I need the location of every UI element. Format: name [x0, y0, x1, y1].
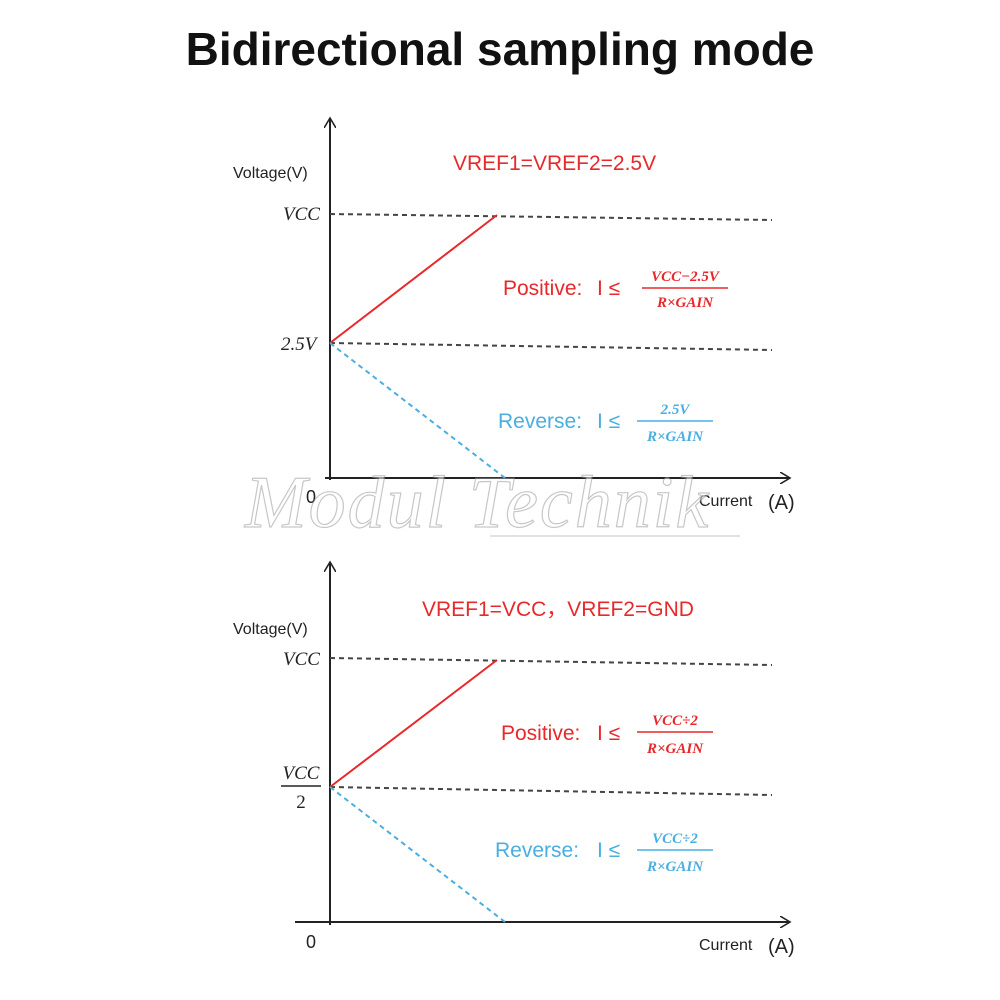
tick-mid: 2.5V	[281, 334, 319, 355]
reverse-line	[329, 786, 506, 923]
panel-2: Voltage(V) VCC VCC 2 0 Current (A) VREF1…	[233, 545, 795, 958]
x-axis-unit: (A)	[768, 492, 795, 514]
positive-line	[329, 214, 498, 344]
positive-line	[329, 659, 498, 788]
svg-text:Modul Technik: Modul Technik	[244, 462, 710, 544]
positive-denominator: R×GAIN	[646, 741, 704, 757]
y-axis-label: Voltage(V)	[233, 165, 308, 182]
positive-denominator: R×GAIN	[656, 295, 714, 311]
tick-mid-denominator: 2	[296, 792, 306, 813]
x-axis-label: Current	[699, 937, 753, 954]
positive-lhs: I ≤	[597, 722, 620, 745]
vref-label: VREF1=VCC，VREF2=GND	[422, 598, 694, 621]
reverse-denominator: R×GAIN	[646, 429, 704, 445]
positive-numerator: VCC÷2	[652, 713, 698, 729]
positive-numerator: VCC−2.5V	[651, 269, 721, 285]
reverse-line	[329, 342, 506, 479]
vref-label: VREF1=VREF2=2.5V	[453, 152, 656, 175]
tick-mid-numerator: VCC	[283, 763, 320, 784]
reverse-lhs: I ≤	[597, 410, 620, 433]
x-axis-label: Current	[699, 493, 753, 510]
positive-label: Positive:	[501, 722, 580, 745]
panel-1: Voltage(V) VCC 2.5V 0 Current (A) VREF1=…	[233, 100, 795, 545]
reverse-lhs: I ≤	[597, 839, 620, 862]
reverse-denominator: R×GAIN	[646, 859, 704, 875]
positive-label: Positive:	[503, 277, 582, 300]
page-title: Bidirectional sampling mode	[185, 23, 815, 75]
reverse-label: Reverse:	[498, 410, 582, 433]
reverse-label: Reverse:	[495, 839, 579, 862]
reverse-numerator: VCC÷2	[652, 831, 698, 847]
watermark-logo: Modul Technik	[243, 461, 740, 545]
origin-label: 0	[306, 932, 316, 952]
vcc-dashed-line	[329, 657, 773, 666]
vcc-dashed-line	[329, 213, 773, 221]
origin-label: 0	[306, 487, 316, 507]
reverse-numerator: 2.5V	[660, 402, 692, 418]
y-axis-label: Voltage(V)	[233, 621, 308, 638]
mid-dashed-line	[329, 342, 773, 351]
tick-vcc: VCC	[283, 649, 320, 670]
x-axis-unit: (A)	[768, 936, 795, 958]
positive-lhs: I ≤	[597, 277, 620, 300]
mid-dashed-line	[329, 786, 773, 796]
tick-vcc: VCC	[283, 204, 320, 225]
